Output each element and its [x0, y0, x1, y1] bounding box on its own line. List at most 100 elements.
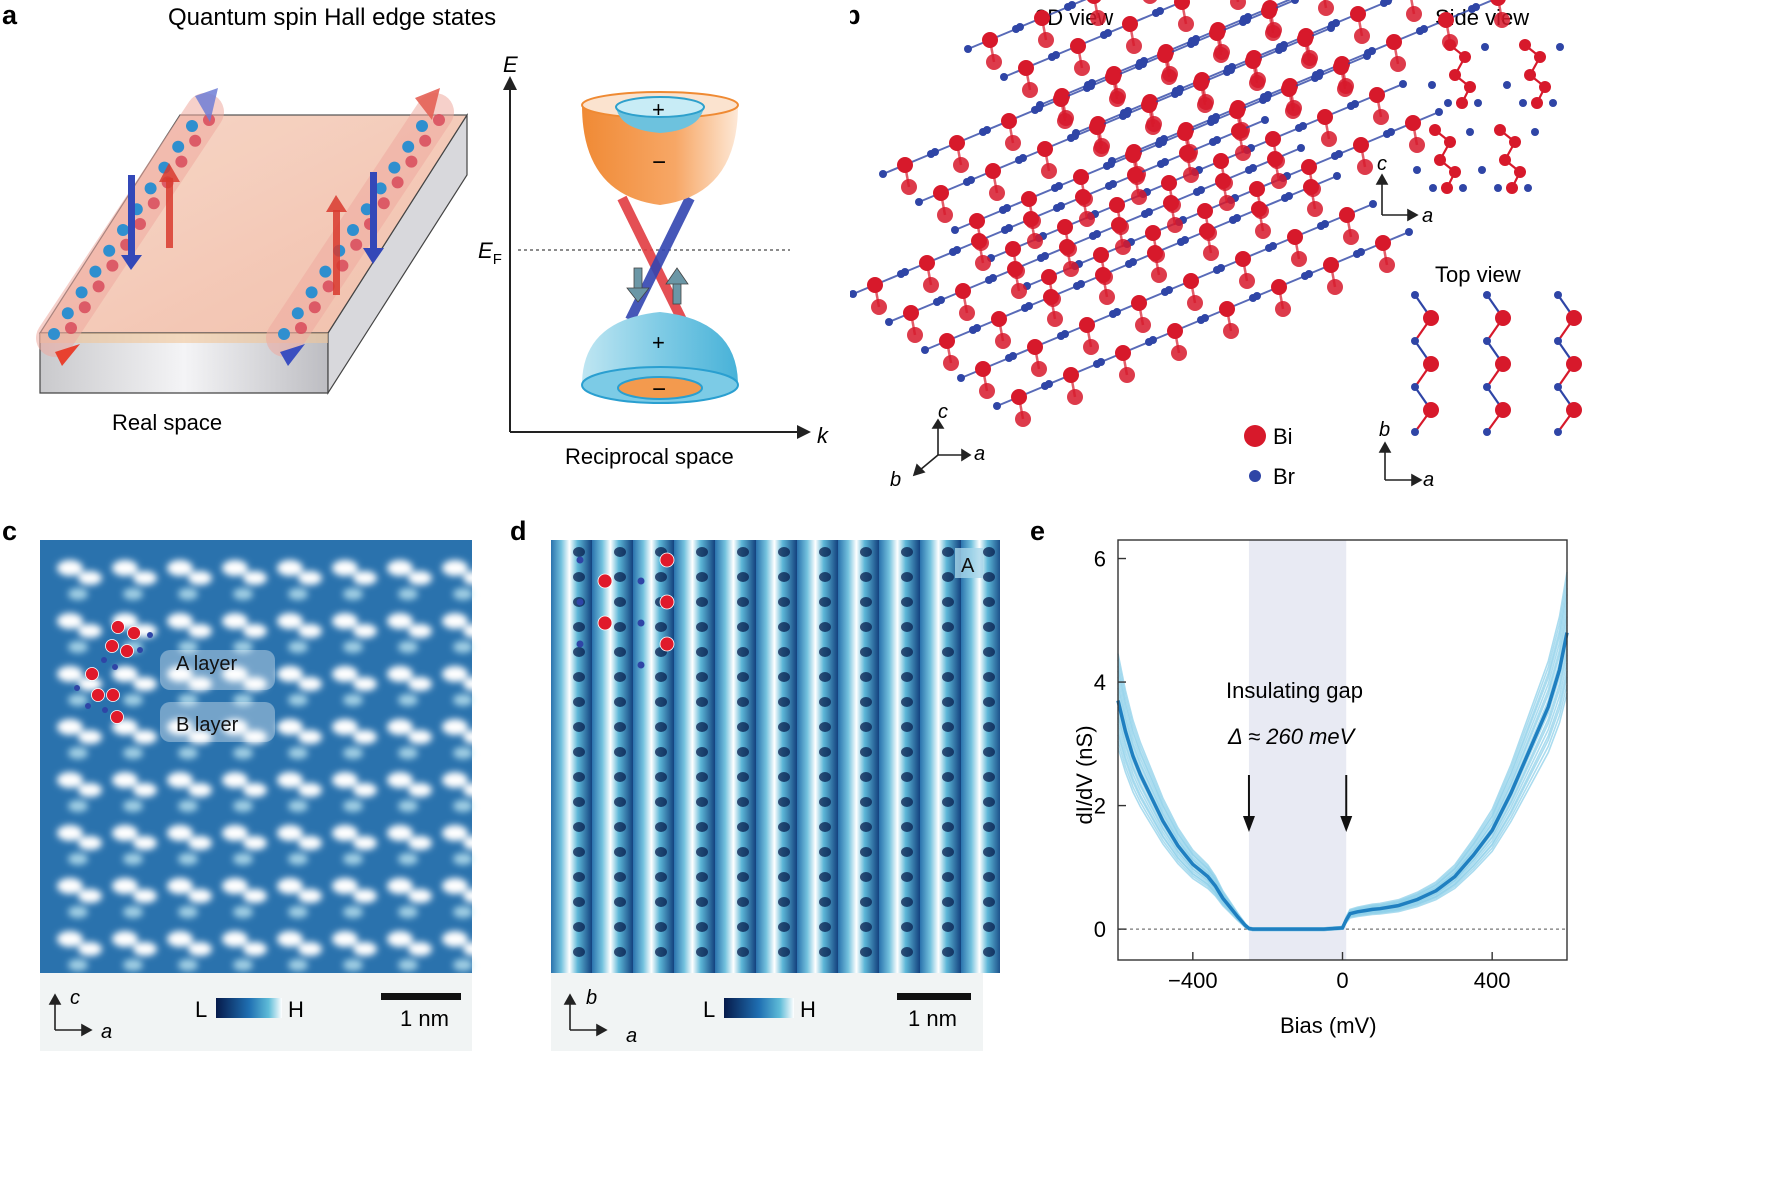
stm-blob	[68, 694, 88, 706]
x-tick-label: 0	[1336, 968, 1348, 993]
br-atom	[1524, 184, 1532, 192]
bi-atom	[1027, 339, 1043, 355]
stm-blob	[442, 666, 468, 682]
bi-atom	[1174, 0, 1190, 10]
stm-pit	[901, 922, 913, 932]
bi-atom	[1161, 175, 1177, 191]
br-atom	[983, 126, 991, 134]
legend-br-label: Br	[1273, 464, 1295, 489]
stm-pit	[573, 772, 585, 782]
br-atom	[1016, 23, 1024, 31]
bi-atom	[1406, 6, 1422, 22]
stm-pit	[778, 647, 790, 657]
br-atom	[1351, 100, 1359, 108]
bi-atom	[1514, 166, 1526, 178]
br-atom	[1025, 302, 1033, 310]
stm-blob	[387, 613, 413, 629]
stm-pit	[778, 697, 790, 707]
stm-pit	[696, 547, 708, 557]
stm-pit	[983, 747, 995, 757]
stm-blob	[298, 624, 322, 638]
edge-atom	[405, 155, 418, 168]
stm-blob	[408, 942, 432, 956]
stm-pit	[983, 697, 995, 707]
bi-atom	[1063, 261, 1079, 277]
stm-blob	[463, 677, 487, 691]
stm-pit	[573, 697, 585, 707]
bi-atom	[1449, 69, 1461, 81]
br-atom	[1299, 122, 1307, 130]
stm-blob	[332, 666, 358, 682]
stm-pit	[696, 947, 708, 957]
bi-atom	[969, 213, 985, 229]
bi-atom	[1235, 251, 1251, 267]
br-atom-marker	[147, 632, 153, 638]
stm-pit	[614, 847, 626, 857]
bi-atom	[1011, 389, 1027, 405]
br-atom	[1279, 44, 1287, 52]
axis-b-label: b	[586, 987, 597, 1009]
stm-pit	[860, 872, 872, 882]
bi-atom	[1456, 97, 1468, 109]
stm-pit	[573, 822, 585, 832]
top-axis-b: b	[1379, 419, 1390, 441]
bi-atom	[1265, 25, 1281, 41]
bi-atom	[1357, 159, 1373, 175]
bi-atom	[1125, 147, 1141, 163]
spin-arrows	[55, 88, 440, 366]
stm-blob	[332, 613, 358, 629]
stm-pit	[696, 672, 708, 682]
stm-pit	[942, 922, 954, 932]
bi-atom	[1031, 361, 1047, 377]
br-atom	[1107, 160, 1115, 168]
stm-blob	[298, 836, 322, 850]
stm-blob	[408, 624, 432, 638]
stm-pit	[860, 822, 872, 832]
edge-atom	[377, 197, 390, 210]
stm-pit	[819, 572, 831, 582]
top-axis-a: a	[1423, 469, 1434, 491]
panel-title: Quantum spin Hall edge states	[168, 4, 496, 31]
stm-blob	[222, 931, 248, 947]
br-atom	[1315, 72, 1323, 80]
stm-blob	[233, 853, 253, 865]
stm-blob	[57, 772, 83, 788]
stm-blob	[387, 931, 413, 947]
mean-curve	[1116, 632, 1569, 931]
bi-atom	[1141, 97, 1157, 113]
br-atom	[879, 170, 887, 178]
stm-pit	[778, 672, 790, 682]
br-atom	[1384, 0, 1392, 5]
stm-blob	[188, 730, 212, 744]
br-atom-marker	[576, 598, 584, 606]
stm-pit	[614, 547, 626, 557]
edge-atom	[172, 140, 185, 153]
stm-blob	[288, 959, 308, 971]
br-atom	[1399, 80, 1407, 88]
stm-blob	[298, 783, 322, 797]
bi-atom	[1255, 223, 1271, 239]
bi-atom	[1018, 60, 1034, 76]
stm-blob	[243, 571, 267, 585]
stm-blob	[222, 878, 248, 894]
edge-atom	[65, 322, 77, 334]
stm-pit	[778, 822, 790, 832]
panel-d: d A b a L H 1 nm	[510, 520, 1000, 1051]
br-atom	[1045, 380, 1053, 388]
stm-blob	[343, 588, 363, 600]
bi-atom	[1171, 345, 1187, 361]
stm-pit	[983, 622, 995, 632]
stm-blob	[243, 677, 267, 691]
stm-blob	[442, 560, 468, 576]
axis-a-label: a	[974, 443, 985, 465]
stm-blob	[343, 694, 363, 706]
edge-atom	[308, 301, 321, 314]
stm-pit	[860, 772, 872, 782]
br-atom-marker	[102, 707, 108, 713]
br-atom-marker	[137, 647, 143, 653]
stm-blob	[167, 719, 193, 735]
stm-pit	[737, 547, 749, 557]
br-atom	[1494, 184, 1502, 192]
stm-pit	[942, 872, 954, 882]
stm-pit	[983, 547, 995, 557]
